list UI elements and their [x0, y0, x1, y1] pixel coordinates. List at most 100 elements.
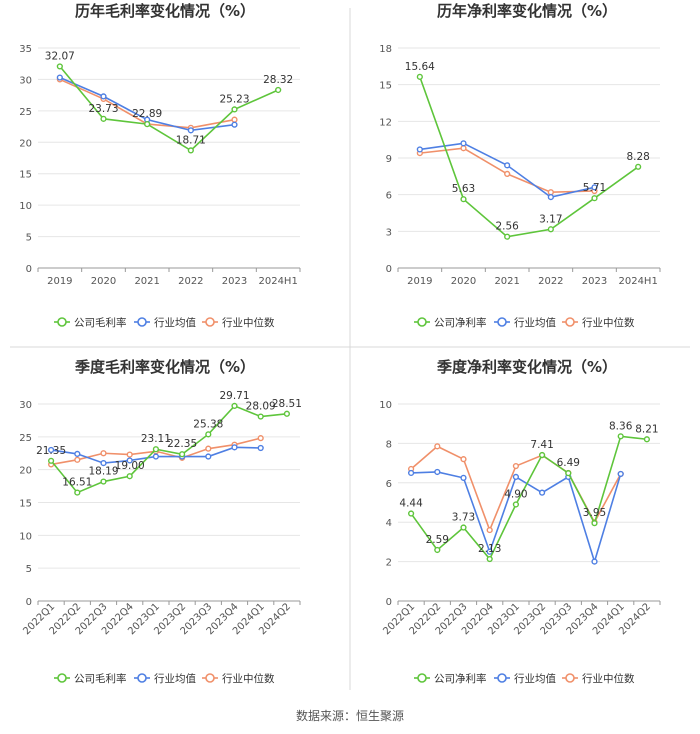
data-label: 8.28 [626, 151, 649, 163]
data-label: 19.00 [115, 460, 145, 472]
data-label: 2.13 [478, 543, 501, 555]
chart-panel-4: 季度净利率变化情况（%）02468102022Q12022Q22022Q3202… [379, 358, 661, 685]
data-point-company [591, 195, 598, 202]
y-tick-label: 10 [19, 201, 32, 212]
y-tick-label: 30 [19, 75, 32, 86]
data-point-industry_avg [460, 474, 467, 481]
chart-title: 季度毛利率变化情况（%） [75, 358, 255, 376]
data-point-company [231, 106, 238, 113]
legend-label: 行业中位数 [582, 316, 635, 329]
data-point-industry_avg [434, 468, 441, 476]
data-point-company [179, 451, 186, 458]
data-label: 28.32 [263, 74, 293, 86]
data-label: 15.64 [405, 61, 435, 73]
legend-marker-industry_avg [497, 317, 507, 327]
chart-legend: 公司毛利率 行业均值 行业中位数 [54, 672, 275, 685]
data-point-industry_avg [617, 470, 624, 478]
data-label: 2.56 [495, 221, 519, 233]
legend-marker-company [57, 317, 67, 327]
data-point-industry_median [434, 443, 441, 450]
data-label: 2.59 [426, 534, 449, 546]
data-label: 6.49 [557, 457, 580, 469]
data-point-industry_median [504, 170, 511, 177]
y-tick-label: 4 [386, 518, 392, 529]
y-tick-label: 12 [379, 117, 392, 128]
data-point-company [187, 147, 194, 154]
legend-marker-company [417, 673, 427, 683]
chart-panel-2: 历年净利率变化情况（%） 0 3 6 9 12 15 18 2019 2020 2021 2022 20… [379, 2, 661, 329]
legend-marker-industry_avg [497, 673, 507, 683]
legend-label: 行业均值 [514, 672, 556, 685]
data-point-company [275, 86, 282, 94]
y-tick-label: 0 [26, 264, 32, 275]
legend-marker-industry_median [205, 317, 215, 327]
data-point-company [617, 433, 624, 440]
x-tick-label: 2023 [222, 276, 247, 287]
data-point-company [100, 115, 107, 122]
y-tick-label: 20 [19, 466, 32, 477]
y-tick-label: 2 [386, 558, 392, 569]
data-point-industry_median [100, 450, 107, 457]
chart-panel-3: 季度毛利率变化情况（%）0510152025302022Q12022Q22022… [19, 358, 302, 685]
data-point-industry_avg [231, 444, 238, 451]
chart-legend: 公司净利率 行业均值 行业中位数 [414, 672, 635, 685]
x-tick-label: 2024H1 [258, 276, 297, 287]
data-label: 16.51 [62, 477, 92, 489]
series-line-company [410, 435, 647, 561]
data-point-company [74, 489, 81, 496]
data-label: 23.11 [141, 433, 171, 445]
x-tick-label: 2021 [494, 276, 519, 287]
data-point-industry_median [74, 456, 81, 463]
legend-label: 行业中位数 [582, 672, 635, 685]
legend-label: 公司毛利率 [74, 316, 127, 329]
source-footer: 数据来源：恒生聚源 [295, 709, 404, 723]
data-point-industry_avg [257, 444, 264, 452]
data-point-company [643, 436, 651, 443]
legend-label: 公司净利率 [434, 672, 487, 685]
y-tick-label: 3 [386, 227, 392, 238]
y-tick-label: 5 [26, 564, 32, 575]
series-line-company [50, 404, 287, 494]
y-tick-label: 18 [379, 44, 392, 55]
data-point-company [283, 410, 291, 417]
data-point-industry_avg [538, 489, 546, 496]
data-point-company [56, 63, 63, 70]
legend-marker-industry_avg [137, 317, 147, 327]
data-label: 18.71 [176, 134, 206, 146]
y-tick-label: 35 [19, 44, 32, 55]
data-label: 23.73 [88, 103, 118, 115]
data-point-company [408, 510, 415, 517]
y-tick-label: 8 [386, 439, 392, 450]
data-point-industry_median [460, 145, 467, 152]
y-tick-label: 15 [19, 499, 32, 510]
data-label: 3.17 [539, 213, 562, 225]
legend-marker-industry_avg [137, 673, 147, 683]
data-point-company [504, 233, 511, 240]
x-tick-label: 2021 [134, 276, 159, 287]
data-point-industry_avg [231, 121, 238, 128]
data-label: 29.71 [219, 390, 249, 402]
x-tick-label: 2022 [538, 276, 563, 287]
data-point-company [47, 457, 55, 464]
x-tick-label: 2019 [47, 276, 72, 287]
x-tick-label: 2020 [91, 276, 116, 287]
data-point-industry_avg [408, 469, 415, 477]
chart-legend: 公司毛利率 行业均值 行业中位数 [54, 316, 275, 329]
x-tick-label: 2024H1 [618, 276, 657, 287]
x-tick-label: 2020 [451, 276, 476, 287]
data-point-company [512, 501, 520, 508]
x-tick-label: 2022 [178, 276, 203, 287]
x-tick-label: 2019 [407, 276, 432, 287]
data-point-industry_avg [47, 446, 55, 454]
legend-marker-industry_median [565, 317, 575, 327]
data-point-industry_median [257, 435, 264, 442]
y-tick-label: 30 [19, 400, 32, 411]
data-point-company [460, 196, 467, 203]
data-point-industry_avg [205, 453, 212, 460]
legend-label: 行业中位数 [222, 316, 275, 329]
data-label: 3.73 [452, 512, 475, 524]
legend-marker-company [417, 317, 427, 327]
legend-marker-industry_median [205, 673, 215, 683]
data-label: 8.36 [609, 420, 633, 432]
data-point-company [144, 121, 151, 128]
